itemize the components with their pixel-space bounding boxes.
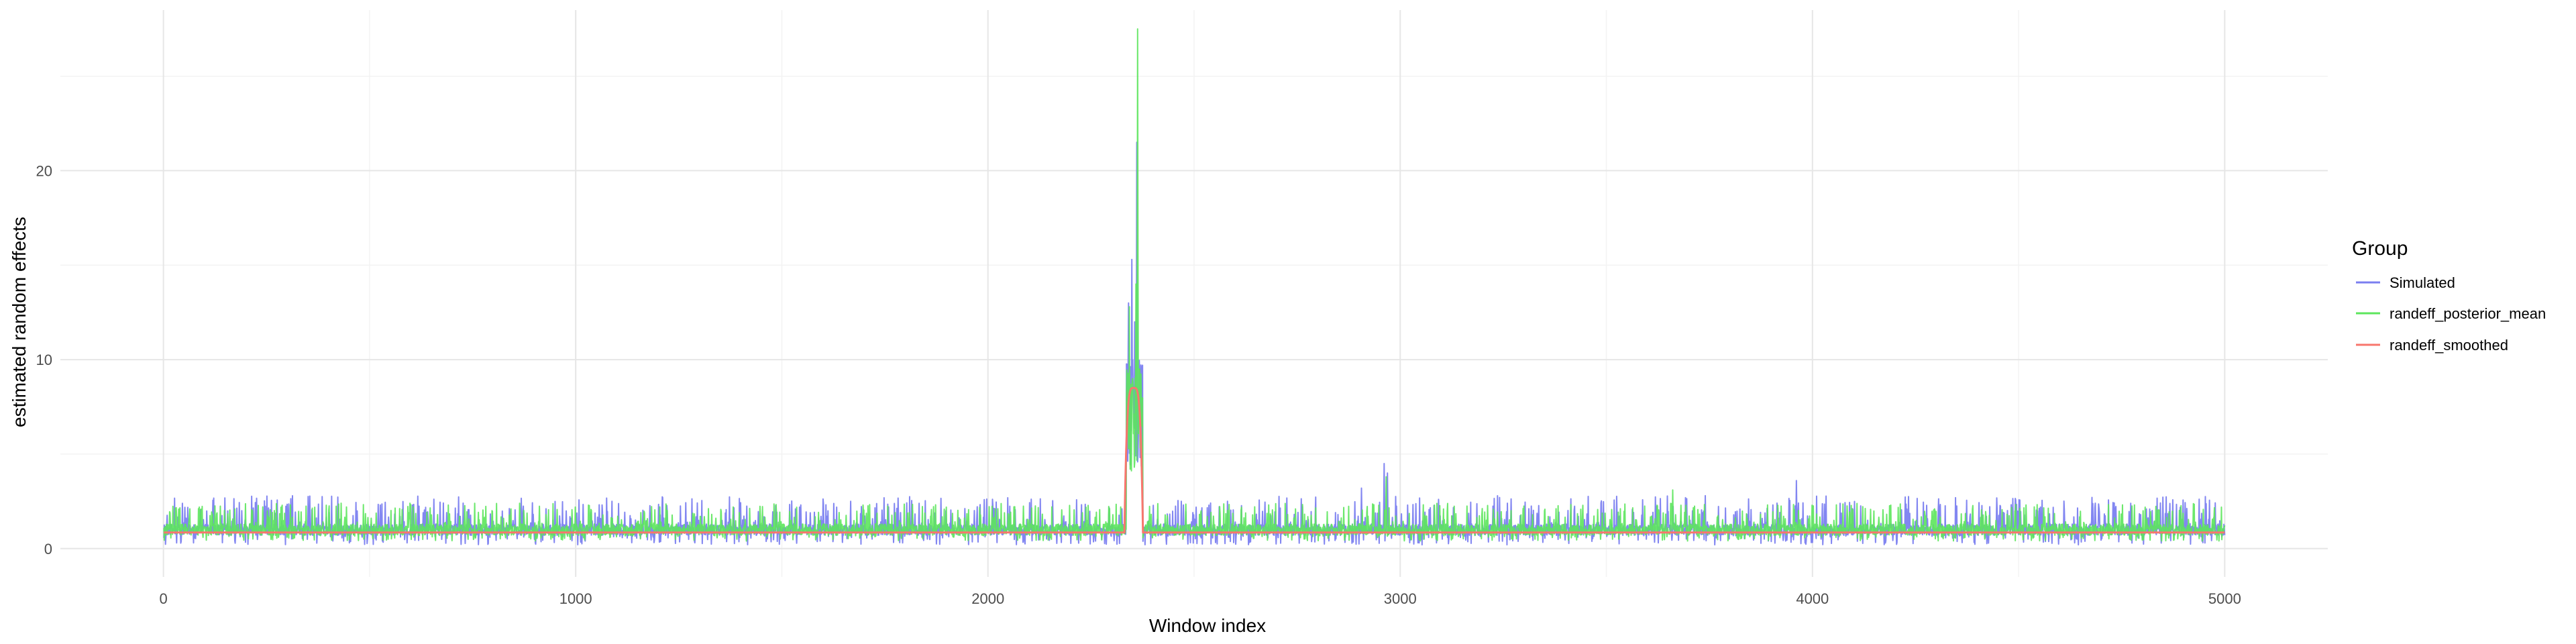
y-tick-label: 20	[36, 162, 52, 179]
grid-minor	[60, 10, 2328, 577]
y-tick-label: 0	[44, 541, 52, 557]
x-tick-label: 3000	[1384, 590, 1417, 607]
x-tick-label: 0	[160, 590, 168, 607]
x-tick-label: 5000	[2208, 590, 2241, 607]
y-axis-title: estimated random effects	[9, 217, 30, 427]
x-tick-label: 2000	[971, 590, 1004, 607]
x-axis-title: Window index	[1149, 615, 1266, 636]
legend-label-posterior-mean: randeff_posterior_mean	[2390, 305, 2546, 322]
y-tick-label: 10	[36, 352, 52, 368]
x-tick-label: 4000	[1796, 590, 1829, 607]
legend-title: Group	[2352, 237, 2408, 260]
legend: Group Simulated randeff_posterior_mean r…	[2352, 237, 2546, 354]
legend-label-smoothed: randeff_smoothed	[2390, 337, 2508, 354]
y-tick-labels: 0 10 20	[36, 162, 52, 557]
x-tick-label: 1000	[559, 590, 592, 607]
x-tick-labels: 0 1000 2000 3000 4000 5000	[160, 590, 2241, 607]
legend-label-simulated: Simulated	[2390, 274, 2455, 291]
grid-major	[60, 10, 2328, 577]
series-line-smoothed	[163, 386, 2226, 534]
series-layer	[163, 28, 2226, 546]
